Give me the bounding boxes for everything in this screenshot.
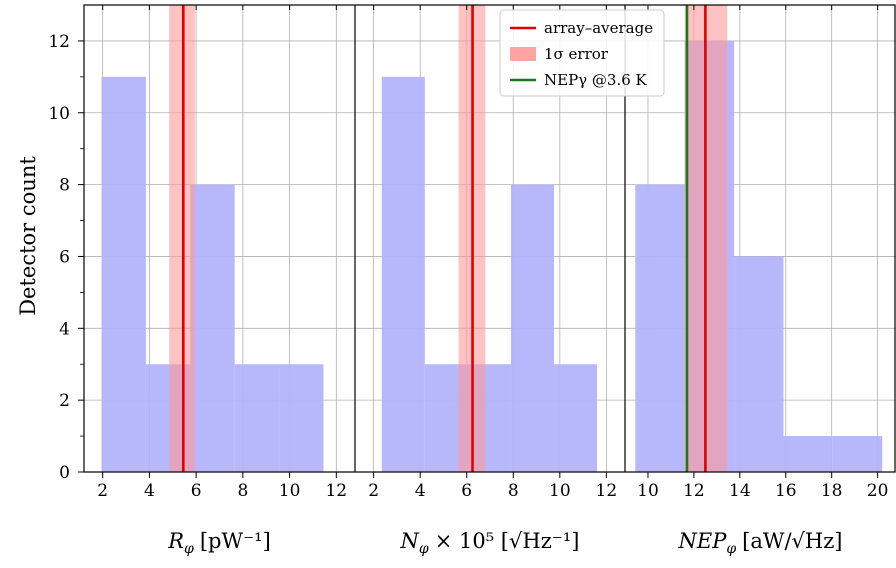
- x-axis-title: Nφ × 10⁵ [√Hz⁻¹]: [400, 529, 580, 557]
- panel-1: 2 4 6 8 10 12 Rφ [pW⁻¹]: [84, 5, 355, 557]
- x-tick-label: 12: [325, 481, 347, 501]
- histogram-bar: [234, 364, 280, 472]
- x-axis-title: Rφ [pW⁻¹]: [167, 529, 271, 557]
- x-axis-title-subscript: φ: [419, 541, 429, 557]
- histogram-bar: [190, 184, 235, 472]
- x-tick-label: 12: [683, 481, 705, 501]
- x-tick-label: 4: [144, 481, 155, 501]
- x-tick-label: 20: [867, 481, 889, 501]
- panel-3: 10 12 14 16 18 20 NEPφ [aW/√Hz]: [625, 5, 896, 557]
- legend-label: NEPγ @3.6 K: [544, 71, 648, 89]
- x-axis-title-symbol: N: [400, 529, 420, 553]
- y-tick-label: 6: [59, 247, 70, 267]
- x-tick-label: 2: [368, 481, 379, 501]
- legend-label: array–average: [544, 19, 653, 37]
- x-axis-title-symbol: NEP: [678, 529, 728, 553]
- y-tick-label: 0: [59, 463, 70, 483]
- x-axis-title-symbol: R: [167, 529, 184, 553]
- x-tick-label: 6: [461, 481, 472, 501]
- panel-2: 2 4 6 8 10 12 Nφ × 10⁵ [√Hz⁻¹]: [355, 5, 625, 557]
- histogram-bar: [783, 436, 833, 472]
- legend: array–average 1σ error NEPγ @3.6 K: [499, 9, 665, 97]
- legend-label: 1σ error: [544, 45, 609, 63]
- x-tick-label: 8: [508, 481, 519, 501]
- x-axis-title-subscript: φ: [726, 541, 736, 557]
- x-axis-title-units: × 10⁵ [√Hz⁻¹]: [435, 529, 580, 553]
- x-tick-label: 2: [97, 481, 108, 501]
- y-tick-label: 12: [48, 32, 70, 52]
- histogram-bar: [554, 364, 598, 472]
- x-tick-label: 18: [821, 481, 843, 501]
- x-tick-label: 10: [637, 481, 659, 501]
- y-tick-label: 8: [59, 176, 70, 196]
- x-tick-label: 14: [729, 481, 751, 501]
- x-tick-label: 6: [191, 481, 202, 501]
- x-tick-label: 12: [596, 481, 618, 501]
- histogram-bar: [510, 184, 555, 472]
- panels-layer: 2 4 6 8 10 12 Rφ [pW⁻¹] 2 4 6 8 10 12 Nφ × 10⁵ [√Hz⁻¹] 1…: [83, 4, 896, 557]
- x-tick-label: 10: [549, 481, 571, 501]
- x-axis-title-subscript: φ: [184, 541, 194, 557]
- x-tick-label: 8: [237, 481, 248, 501]
- y-tick-label: 4: [59, 319, 70, 339]
- x-axis-title-units: [aW/√Hz]: [742, 529, 842, 553]
- y-axis: 0 2 4 6 8 10 12: [48, 32, 84, 483]
- y-tick-label: 2: [59, 391, 70, 411]
- histogram-bar: [381, 76, 425, 472]
- histogram-bar: [635, 184, 685, 472]
- legend-box: [499, 9, 665, 97]
- histogram-bar: [832, 436, 883, 472]
- histogram-bar: [101, 76, 146, 472]
- x-tick-label: 10: [279, 481, 301, 501]
- plot-frame: [83, 4, 896, 473]
- x-axis-title-units: [pW⁻¹]: [200, 529, 271, 553]
- histogram-bar: [279, 364, 324, 472]
- y-axis-title: Detector count: [16, 156, 40, 316]
- histogram-bar: [734, 256, 784, 472]
- y-tick-label: 10: [48, 104, 70, 124]
- x-axis-title: NEPφ [aW/√Hz]: [678, 529, 843, 557]
- legend-swatch-patch: [510, 47, 536, 61]
- x-tick-label: 16: [775, 481, 797, 501]
- x-tick-label: 4: [415, 481, 426, 501]
